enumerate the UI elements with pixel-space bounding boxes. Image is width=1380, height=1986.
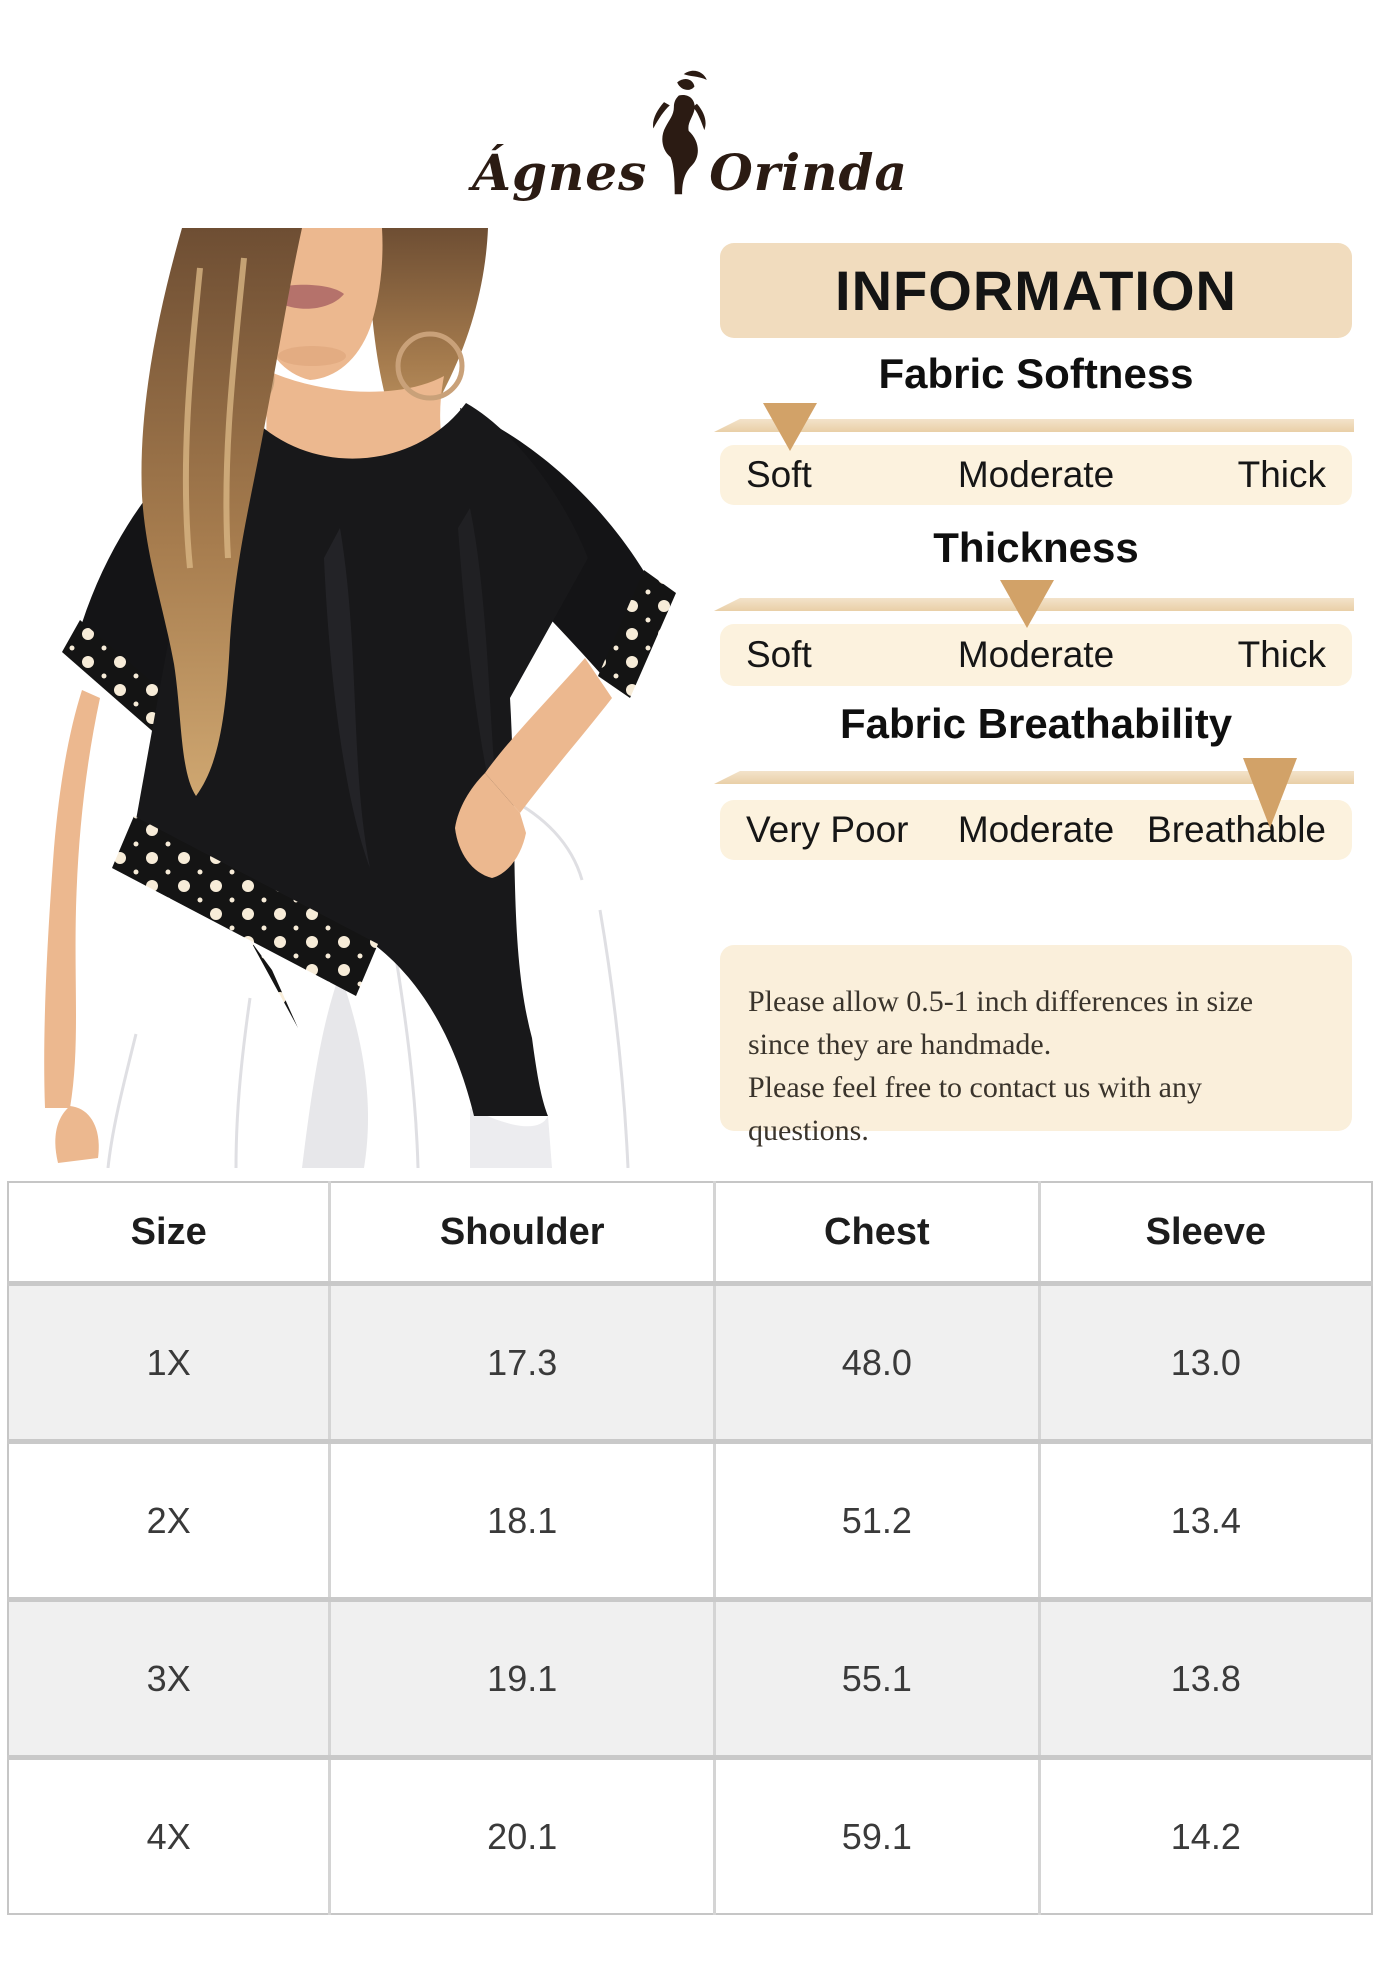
brand-name-right: Orinda (709, 143, 908, 202)
slider-bar-fabric-softness (714, 419, 1354, 432)
table-header-cell: Chest (713, 1182, 1040, 1284)
information-panel: INFORMATION Fabric Softness Soft Moderat… (714, 243, 1354, 1147)
size-chart-table: Size Shoulder Chest Sleeve 1X 17.3 48.0 … (7, 1181, 1373, 1915)
table-cell: 59.1 (713, 1757, 1040, 1914)
slider-labels-fabric-softness: Soft Moderate Thick (720, 445, 1352, 505)
attribute-title-fabric-softness: Fabric Softness (878, 350, 1194, 397)
table-header-cell: Size (8, 1182, 330, 1284)
brand-figure-icon (653, 70, 708, 195)
scale-label: Breathable (1147, 809, 1326, 850)
table-header-cell: Sleeve (1037, 1182, 1372, 1284)
scale-label: Moderate (957, 809, 1115, 850)
table-cell: 51.2 (713, 1441, 1040, 1600)
table-cell: 48.0 (713, 1283, 1040, 1442)
slider-marker-fabric-breathability (1242, 758, 1297, 828)
slider-bar-fabric-breathability (714, 771, 1354, 784)
model-photo-illustration (44, 228, 676, 1169)
slider-marker-thickness (999, 580, 1054, 628)
scale-label: Soft (746, 454, 812, 495)
table-row: 1X 17.3 48.0 13.0 (8, 1283, 1372, 1442)
table-cell: 13.8 (1037, 1599, 1372, 1758)
scale-label: Moderate (957, 454, 1115, 495)
slider-marker-fabric-softness (762, 403, 817, 451)
information-header: INFORMATION (720, 243, 1352, 338)
table-cell: 1X (146, 1341, 191, 1383)
scale-label: Very Poor (746, 809, 909, 850)
note-line: Please allow 0.5-1 inch differences in s… (748, 985, 1254, 1018)
scale-label: Moderate (957, 634, 1115, 675)
product-photo (40, 228, 680, 1169)
slider-labels-thickness: Soft Moderate Thick (720, 624, 1352, 686)
brand-logo: Ágnes Orinda (0, 66, 1380, 204)
table-cell: 17.3 (328, 1283, 715, 1442)
note-line: since they are handmade. (748, 1028, 1052, 1061)
table-header-row: Size Shoulder Chest Sleeve (8, 1182, 1372, 1284)
model-arms (44, 658, 612, 1163)
table-cell: 18.1 (328, 1441, 715, 1600)
note-line: Please feel free to contact us with any … (748, 1071, 1202, 1147)
table-cell: 19.1 (328, 1599, 715, 1758)
hair-left (141, 228, 302, 796)
attribute-title-fabric-breathability: Fabric Breathability (839, 700, 1233, 747)
table-row: 2X 18.1 51.2 13.4 (8, 1441, 1372, 1600)
attribute-title-thickness: Thickness (933, 524, 1139, 571)
scale-label: Thick (1237, 454, 1326, 495)
scale-label: Thick (1237, 634, 1326, 675)
table-cell: 2X (146, 1499, 191, 1541)
table-cell: 13.0 (1037, 1283, 1372, 1442)
table-header-cell: Shoulder (328, 1182, 715, 1284)
table-row: 4X 20.1 59.1 14.2 (8, 1757, 1372, 1914)
table-cell: 4X (146, 1815, 191, 1857)
table-cell: 3X (146, 1657, 191, 1699)
handmade-note-box: Please allow 0.5-1 inch differences in s… (720, 945, 1352, 1147)
table-cell: 13.4 (1037, 1441, 1372, 1600)
table-cell: 55.1 (713, 1599, 1040, 1758)
table-row: 3X 19.1 55.1 13.8 (8, 1599, 1372, 1758)
size-chart: Size Shoulder Chest Sleeve 1X 17.3 48.0 … (7, 1181, 1373, 1915)
brand-name-left: Ágnes (472, 143, 648, 202)
scale-label: Soft (746, 634, 812, 675)
table-cell: 14.2 (1037, 1757, 1372, 1914)
table-cell: 20.1 (328, 1757, 715, 1914)
